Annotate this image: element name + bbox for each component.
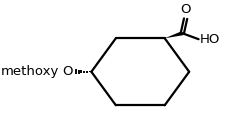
Text: O: O xyxy=(63,65,73,78)
Text: methoxy: methoxy xyxy=(1,65,60,78)
Text: HO: HO xyxy=(200,33,220,46)
Text: O: O xyxy=(180,3,191,16)
Polygon shape xyxy=(165,31,183,38)
